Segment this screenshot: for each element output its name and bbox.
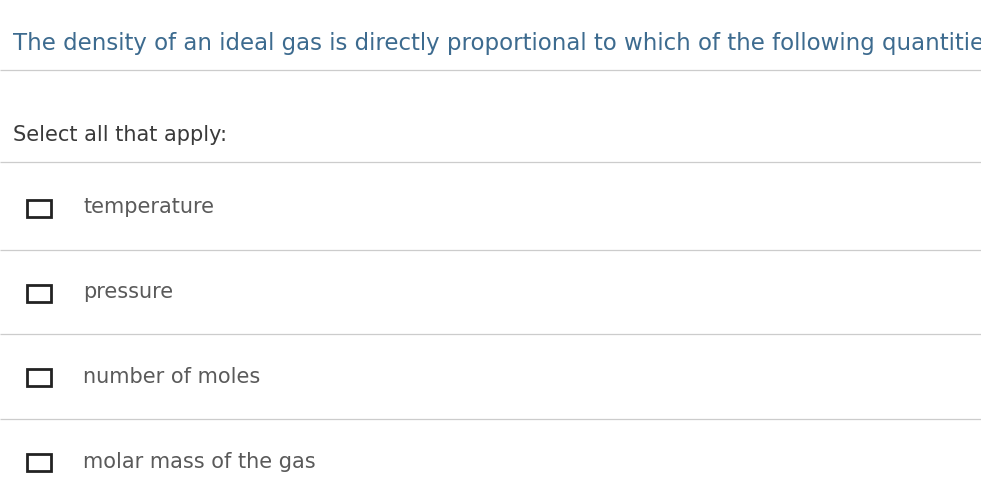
Text: number of moles: number of moles <box>83 367 261 387</box>
Text: temperature: temperature <box>83 197 215 217</box>
Text: pressure: pressure <box>83 282 174 302</box>
Text: molar mass of the gas: molar mass of the gas <box>83 452 316 472</box>
Bar <box>27 369 51 386</box>
Bar <box>27 454 51 471</box>
Bar <box>27 284 51 301</box>
Text: The density of an ideal gas is directly proportional to which of the following q: The density of an ideal gas is directly … <box>13 32 981 55</box>
Bar <box>27 200 51 217</box>
Text: Select all that apply:: Select all that apply: <box>13 125 227 145</box>
